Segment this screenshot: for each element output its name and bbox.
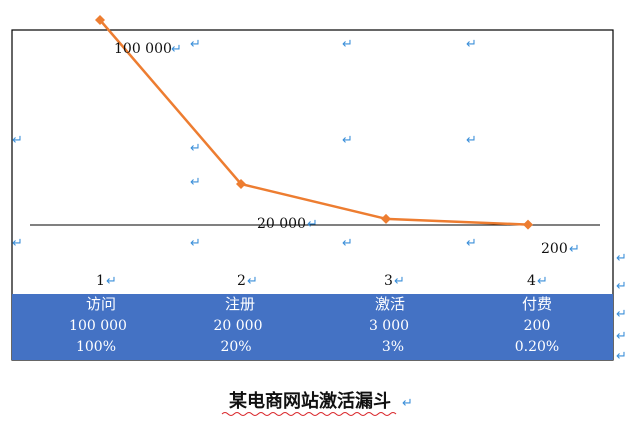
data-point-marker — [381, 213, 391, 224]
paragraph-mark: ↵ — [616, 251, 627, 266]
table-rate: 0.20% — [515, 339, 559, 355]
paragraph-mark: ↵ — [537, 274, 548, 289]
paragraph-mark: ↵ — [616, 279, 627, 294]
paragraph-mark: ↵ — [466, 37, 477, 52]
paragraph-mark: ↵ — [616, 349, 627, 364]
table-rate: 100% — [76, 339, 116, 355]
paragraph-mark: ↵ — [342, 236, 353, 251]
table-count: 20 000 — [214, 318, 263, 334]
table-stage-label: 激活 — [375, 295, 405, 313]
x-tick-label: 2 — [237, 273, 246, 289]
data-point-marker — [95, 15, 105, 25]
table-count: 200 — [524, 318, 551, 334]
table-stage-label: 注册 — [225, 295, 255, 313]
x-tick-label: 1 — [96, 273, 105, 289]
table-count: 3 000 — [369, 318, 409, 334]
paragraph-mark: ↵ — [190, 141, 201, 156]
series-line — [99, 19, 529, 226]
paragraph-mark: ↵ — [12, 133, 23, 148]
spellcheck-underline — [221, 412, 397, 416]
paragraph-mark: ↵ — [569, 242, 580, 257]
paragraph-mark: ↵ — [394, 274, 405, 289]
paragraph-marks: ↵ ↵ ↵ ↵ ↵ ↵ ↵ ↵ ↵ ↵ ↵ ↵ ↵ ↵ ↵ ↵ ↵ — [12, 37, 627, 364]
table-rate: 20% — [220, 339, 251, 355]
table-count: 100 000 — [69, 318, 127, 334]
x-tick-label: 4 — [527, 273, 536, 289]
data-point-marker — [236, 179, 246, 189]
data-label: 200 — [541, 241, 568, 257]
paragraph-mark: ↵ — [342, 37, 353, 52]
data-label: 100 000 — [114, 41, 172, 57]
data-label: 20 000 — [257, 216, 306, 232]
paragraph-mark: ↵ — [190, 236, 201, 251]
paragraph-mark: ↵ — [171, 42, 182, 57]
paragraph-mark: ↵ — [616, 329, 627, 344]
data-point-marker — [523, 219, 533, 230]
paragraph-mark: ↵ — [190, 37, 201, 52]
paragraph-mark: ↵ — [402, 396, 413, 411]
table-stage-label: 付费 — [522, 295, 552, 313]
paragraph-mark: ↵ — [190, 175, 201, 190]
paragraph-mark: ↵ — [616, 307, 627, 322]
paragraph-mark: ↵ — [466, 236, 477, 251]
paragraph-mark: ↵ — [307, 217, 318, 232]
paragraph-mark: ↵ — [342, 133, 353, 148]
paragraph-mark: ↵ — [106, 274, 117, 289]
paragraph-mark: ↵ — [12, 236, 23, 251]
x-tick-label: 3 — [384, 273, 393, 289]
table-rate: 3% — [382, 339, 404, 355]
table-stage-label: 访问 — [86, 295, 116, 313]
funnel-table-band — [12, 294, 613, 360]
paragraph-mark: ↵ — [466, 133, 477, 148]
series-markers — [95, 15, 533, 230]
chart-title: 某电商网站激活漏斗 — [229, 390, 391, 412]
paragraph-mark: ↵ — [247, 274, 258, 289]
